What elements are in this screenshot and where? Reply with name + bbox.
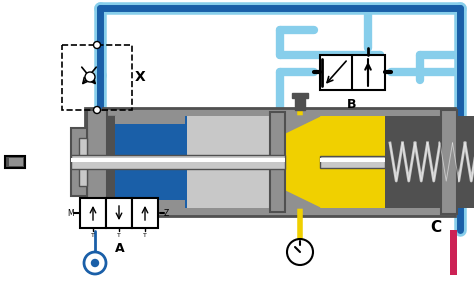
Bar bbox=[71, 158, 285, 162]
Text: A: A bbox=[115, 242, 125, 255]
Circle shape bbox=[84, 252, 106, 274]
Bar bbox=[292, 93, 308, 98]
Bar bbox=[450, 230, 457, 275]
Bar bbox=[320, 156, 385, 168]
Text: T: T bbox=[91, 233, 95, 238]
Bar bbox=[295, 96, 305, 110]
Bar bbox=[97, 116, 443, 208]
Polygon shape bbox=[285, 116, 320, 133]
Bar bbox=[9, 158, 23, 166]
Bar bbox=[385, 116, 474, 208]
Bar bbox=[132, 198, 158, 228]
Bar bbox=[107, 116, 115, 208]
Text: T: T bbox=[117, 233, 121, 238]
Bar bbox=[106, 198, 132, 228]
Bar bbox=[79, 138, 87, 186]
Text: T: T bbox=[143, 233, 147, 238]
Bar bbox=[320, 158, 385, 162]
Bar bbox=[85, 108, 455, 216]
Bar bbox=[285, 116, 385, 208]
Text: B: B bbox=[347, 98, 357, 111]
Bar bbox=[62, 45, 132, 110]
Circle shape bbox=[93, 41, 100, 49]
Circle shape bbox=[85, 72, 95, 82]
Text: X: X bbox=[135, 70, 146, 84]
Text: M: M bbox=[67, 208, 74, 218]
Bar bbox=[87, 110, 107, 214]
Circle shape bbox=[93, 106, 100, 114]
Bar bbox=[5, 156, 25, 168]
Circle shape bbox=[91, 260, 99, 266]
Bar bbox=[80, 198, 106, 228]
Text: Z: Z bbox=[164, 208, 169, 218]
Polygon shape bbox=[285, 191, 320, 208]
Bar bbox=[115, 200, 185, 208]
Bar bbox=[115, 116, 185, 124]
Bar bbox=[270, 112, 285, 212]
Bar bbox=[71, 128, 87, 196]
Bar bbox=[320, 55, 385, 90]
Bar bbox=[97, 116, 187, 208]
Bar bbox=[71, 155, 285, 169]
Bar bbox=[441, 110, 457, 214]
Circle shape bbox=[287, 239, 313, 265]
Text: C: C bbox=[430, 220, 441, 235]
Bar bbox=[115, 122, 185, 202]
